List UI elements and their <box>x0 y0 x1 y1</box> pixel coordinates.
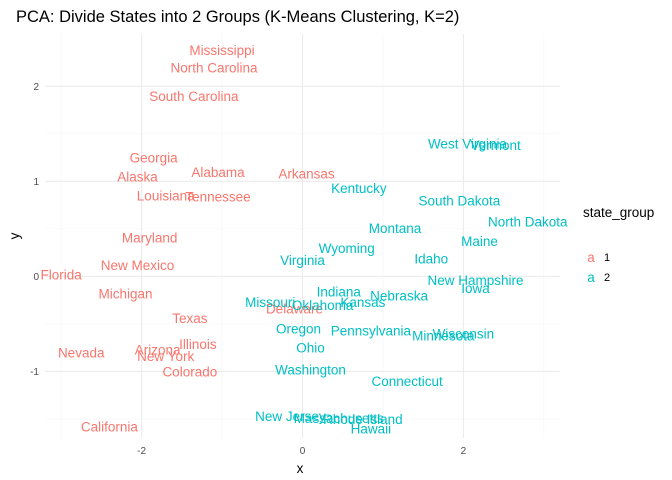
state-point-label: Florida <box>40 267 82 282</box>
state-point-label: North Carolina <box>170 60 258 75</box>
state-point-label: Kansas <box>340 295 385 310</box>
y-tick-label: 0 <box>33 272 39 283</box>
state-point-label: Maine <box>461 234 498 249</box>
state-point-label: Idaho <box>414 251 448 266</box>
state-point-label: New Mexico <box>101 258 175 273</box>
legend: state_group a 1a 2 <box>583 205 654 285</box>
state-point-label: Iowa <box>461 281 490 296</box>
state-point-label: West Virginia <box>428 136 508 151</box>
legend-items: a 1a 2 <box>587 250 610 285</box>
legend-key-glyph: a <box>587 270 595 285</box>
state-point-label: South Carolina <box>149 89 239 104</box>
x-tick-label: 2 <box>461 446 467 457</box>
legend-item-label: 2 <box>604 272 610 284</box>
state-point-label: Missouri <box>245 295 295 310</box>
state-point-label: Washington <box>275 363 346 378</box>
y-tick-label: -1 <box>30 367 39 378</box>
state-point-label: Pennsylvania <box>331 324 412 339</box>
state-point-label: Arkansas <box>278 167 335 182</box>
state-point-label: Alabama <box>191 165 245 180</box>
state-point-label: Ohio <box>296 341 325 356</box>
state-point-label: Tennessee <box>185 190 250 205</box>
state-point-label: Massachusetts <box>294 411 384 426</box>
state-point-label: Rhode Island <box>323 412 403 427</box>
state-point-label: Mississippi <box>189 43 254 58</box>
state-point-label: Indiana <box>317 285 362 300</box>
state-point-label: California <box>81 420 139 435</box>
state-point-label: South Dakota <box>419 193 501 208</box>
state-point-label: Virginia <box>280 253 325 268</box>
state-point-label: Montana <box>369 221 422 236</box>
state-point-label: Wisconsin <box>433 326 495 341</box>
y-tick-label: 1 <box>33 177 39 188</box>
state-point-label: Connecticut <box>371 374 443 389</box>
state-point-label: Nebraska <box>370 288 428 303</box>
state-point-label: Vermont <box>470 138 521 153</box>
state-point-label: New Hampshire <box>427 273 523 288</box>
state-point-label: Oklahoma <box>292 298 354 313</box>
state-point-label: Texas <box>172 311 208 326</box>
state-point-label: New Jersey <box>255 409 326 424</box>
state-point-label: Delaware <box>266 302 323 317</box>
chart-title: PCA: Divide States into 2 Groups (K-Mean… <box>16 8 459 26</box>
state-point-label: Michigan <box>98 287 152 302</box>
state-point-label: North Dakota <box>488 214 568 229</box>
x-tick-label: -2 <box>137 446 146 457</box>
legend-item-label: 1 <box>604 252 610 264</box>
state-point-label: Illinois <box>179 337 217 352</box>
y-tick-label: 2 <box>33 82 39 93</box>
state-point-label: Louisiana <box>137 189 195 204</box>
state-point-label: Minnesota <box>412 328 475 343</box>
state-point-label: Wyoming <box>319 241 375 256</box>
state-point-label: Georgia <box>130 151 179 166</box>
state-point-label: Oregon <box>276 322 321 337</box>
state-point-label: Kentucky <box>331 181 387 196</box>
x-axis-title: x <box>297 461 304 476</box>
legend-key-glyph: a <box>587 250 595 265</box>
state-labels: Mississippi North Carolina South Carolina G… <box>40 43 568 436</box>
x-tick-label: 0 <box>300 446 306 457</box>
y-axis-title: y <box>7 232 22 239</box>
state-point-label: Alaska <box>117 170 158 185</box>
state-point-label: Maryland <box>122 230 178 245</box>
state-point-label: Colorado <box>162 364 217 379</box>
state-point-label: Hawaii <box>351 421 392 436</box>
state-point-label: New York <box>137 349 194 364</box>
state-point-label: Arizona <box>135 343 181 358</box>
axis-tick-labels: -2 0 2 -1 0 1 2 <box>30 82 467 457</box>
legend-title: state_group <box>583 205 654 220</box>
state-point-label: Nevada <box>58 345 105 360</box>
plot-grid <box>45 34 560 438</box>
